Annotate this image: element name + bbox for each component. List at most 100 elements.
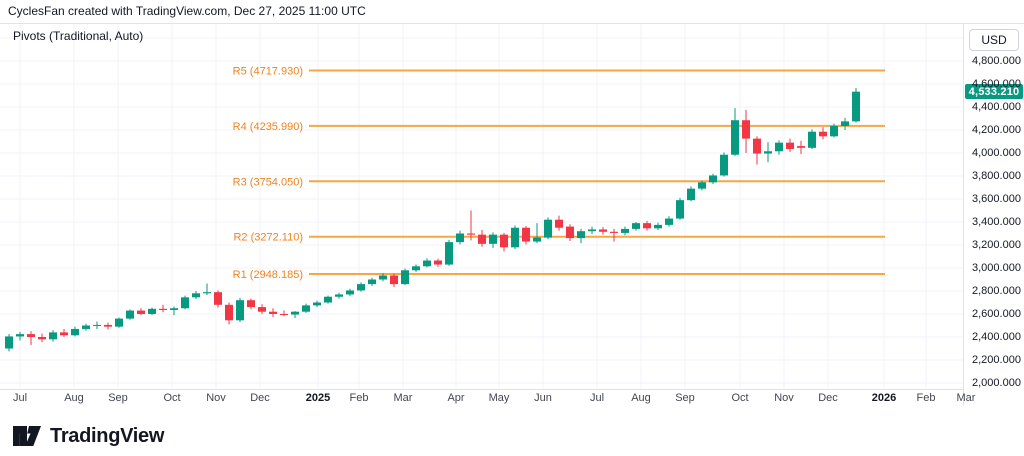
candle-body — [203, 292, 211, 294]
candle-body — [467, 233, 475, 235]
price-tick-label: 2,000.000 — [972, 377, 1021, 389]
tradingview-logo-icon — [13, 426, 41, 446]
price-tick-label: 3,600.000 — [972, 193, 1021, 205]
candle-body — [852, 91, 860, 122]
price-tick-label: 2,400.000 — [972, 331, 1021, 343]
time-tick-label: Dec — [818, 392, 838, 404]
candle-body — [742, 120, 750, 139]
price-tick-label: 4,000.000 — [972, 147, 1021, 159]
candle-body — [478, 234, 486, 244]
candle-body — [115, 318, 123, 327]
candle-body — [522, 227, 530, 242]
price-tick-label: 4,600.000 — [972, 78, 1021, 90]
candle-body — [786, 142, 794, 149]
candle-body — [247, 300, 255, 308]
time-tick-label: Jul — [589, 392, 605, 404]
candle-body — [632, 223, 640, 229]
candle-body — [71, 328, 79, 336]
candle-body — [335, 294, 343, 297]
candle-body — [170, 308, 178, 310]
price-tick-label: 3,200.000 — [972, 239, 1021, 251]
candle-body — [445, 242, 453, 265]
candle-body — [533, 237, 541, 242]
candle-body — [599, 229, 607, 232]
candle-body — [500, 234, 508, 248]
candle-body — [38, 337, 46, 340]
price-tick-label: 2,600.000 — [972, 308, 1021, 320]
candle-body — [16, 334, 24, 337]
candle-body — [775, 142, 783, 152]
candle-body — [192, 293, 200, 298]
price-tick-label: 2,800.000 — [972, 285, 1021, 297]
price-tick-label: 4,800.000 — [972, 55, 1021, 67]
candle-body — [511, 227, 519, 248]
candle-body — [236, 300, 244, 321]
time-tick-label: Nov — [774, 392, 794, 404]
price-axis[interactable]: USD 4,533.210 4,800.000 4,600.000 4,400.00… — [963, 24, 1024, 406]
candle-body — [148, 308, 156, 314]
credit-text: CyclesFan created with TradingView.com, … — [8, 4, 366, 18]
candle-body — [643, 223, 651, 229]
time-tick-label: Oct — [163, 392, 181, 404]
indicator-legend-pivots[interactable]: Pivots (Traditional, Auto) — [13, 29, 144, 43]
brand-wordmark: TradingView — [50, 424, 165, 447]
candle-body — [764, 151, 772, 154]
candle-body — [181, 297, 189, 309]
price-tick-label: 3,800.000 — [972, 170, 1021, 182]
candle-body — [137, 310, 145, 314]
chart-pane: Pivots (Traditional, Auto) R5 (4717.930)… — [0, 23, 1024, 407]
pivot-label-r3: R3 (3754.050) — [233, 176, 303, 188]
candle-body — [27, 334, 35, 337]
last-price-badge: 4,533.210 — [965, 84, 1023, 100]
candle-body — [456, 233, 464, 243]
candle-body — [357, 284, 365, 291]
time-tick-label: Aug — [631, 392, 651, 404]
price-tick-label: 4,200.000 — [972, 124, 1021, 136]
time-tick-label: Feb — [916, 392, 936, 404]
currency-toggle-button[interactable]: USD — [969, 29, 1019, 51]
time-tick-label: Mar — [956, 392, 976, 404]
candle-body — [5, 336, 13, 349]
candle-body — [841, 121, 849, 126]
candle-body — [280, 314, 288, 315]
candle-body — [434, 260, 442, 265]
candle-body — [665, 218, 673, 225]
candle-body — [830, 125, 838, 137]
time-axis[interactable]: Jul Aug Sep Oct Nov Dec 2025 Feb Mar Apr May Jun Jul… — [0, 389, 975, 407]
candle-body — [555, 219, 563, 228]
candle-body — [423, 260, 431, 267]
tradingview-logo-link[interactable]: TradingView — [12, 423, 164, 449]
candle-body — [797, 146, 805, 148]
time-tick-label: Oct — [731, 392, 749, 404]
candle-body — [126, 310, 134, 319]
candle-body — [687, 188, 695, 201]
candle-body — [588, 229, 596, 232]
candle-body — [412, 266, 420, 271]
price-chart-canvas[interactable]: R5 (4717.930) R4 (4235.990) R3 (3754.050) R… — [0, 24, 963, 389]
time-tick-label: Jul — [12, 392, 28, 404]
candle-body — [291, 311, 299, 315]
candle-body — [346, 290, 354, 295]
candle-body — [610, 231, 618, 233]
candle-body — [621, 228, 629, 233]
price-tick-label: 3,400.000 — [972, 216, 1021, 228]
candle-body — [720, 154, 728, 176]
time-tick-label: Jun — [534, 392, 552, 404]
candle-body — [698, 182, 706, 189]
candle-body — [731, 120, 739, 155]
time-tick-label: Apr — [447, 392, 465, 404]
candle-body — [808, 131, 816, 148]
time-tick-label: Feb — [349, 392, 369, 404]
pivot-label-r4: R4 (4235.990) — [233, 121, 303, 133]
candle-body — [225, 304, 233, 321]
candle-body — [676, 200, 684, 219]
candle-body — [390, 275, 398, 285]
candle-body — [709, 175, 717, 183]
pivot-label-r2: R2 (3272.110) — [233, 232, 303, 244]
candle-body — [401, 270, 409, 285]
candle-body — [82, 325, 90, 329]
candle-body — [368, 279, 376, 285]
candle-body — [577, 231, 585, 239]
price-tick-label: 4,400.000 — [972, 101, 1021, 113]
candle-body — [49, 332, 57, 340]
